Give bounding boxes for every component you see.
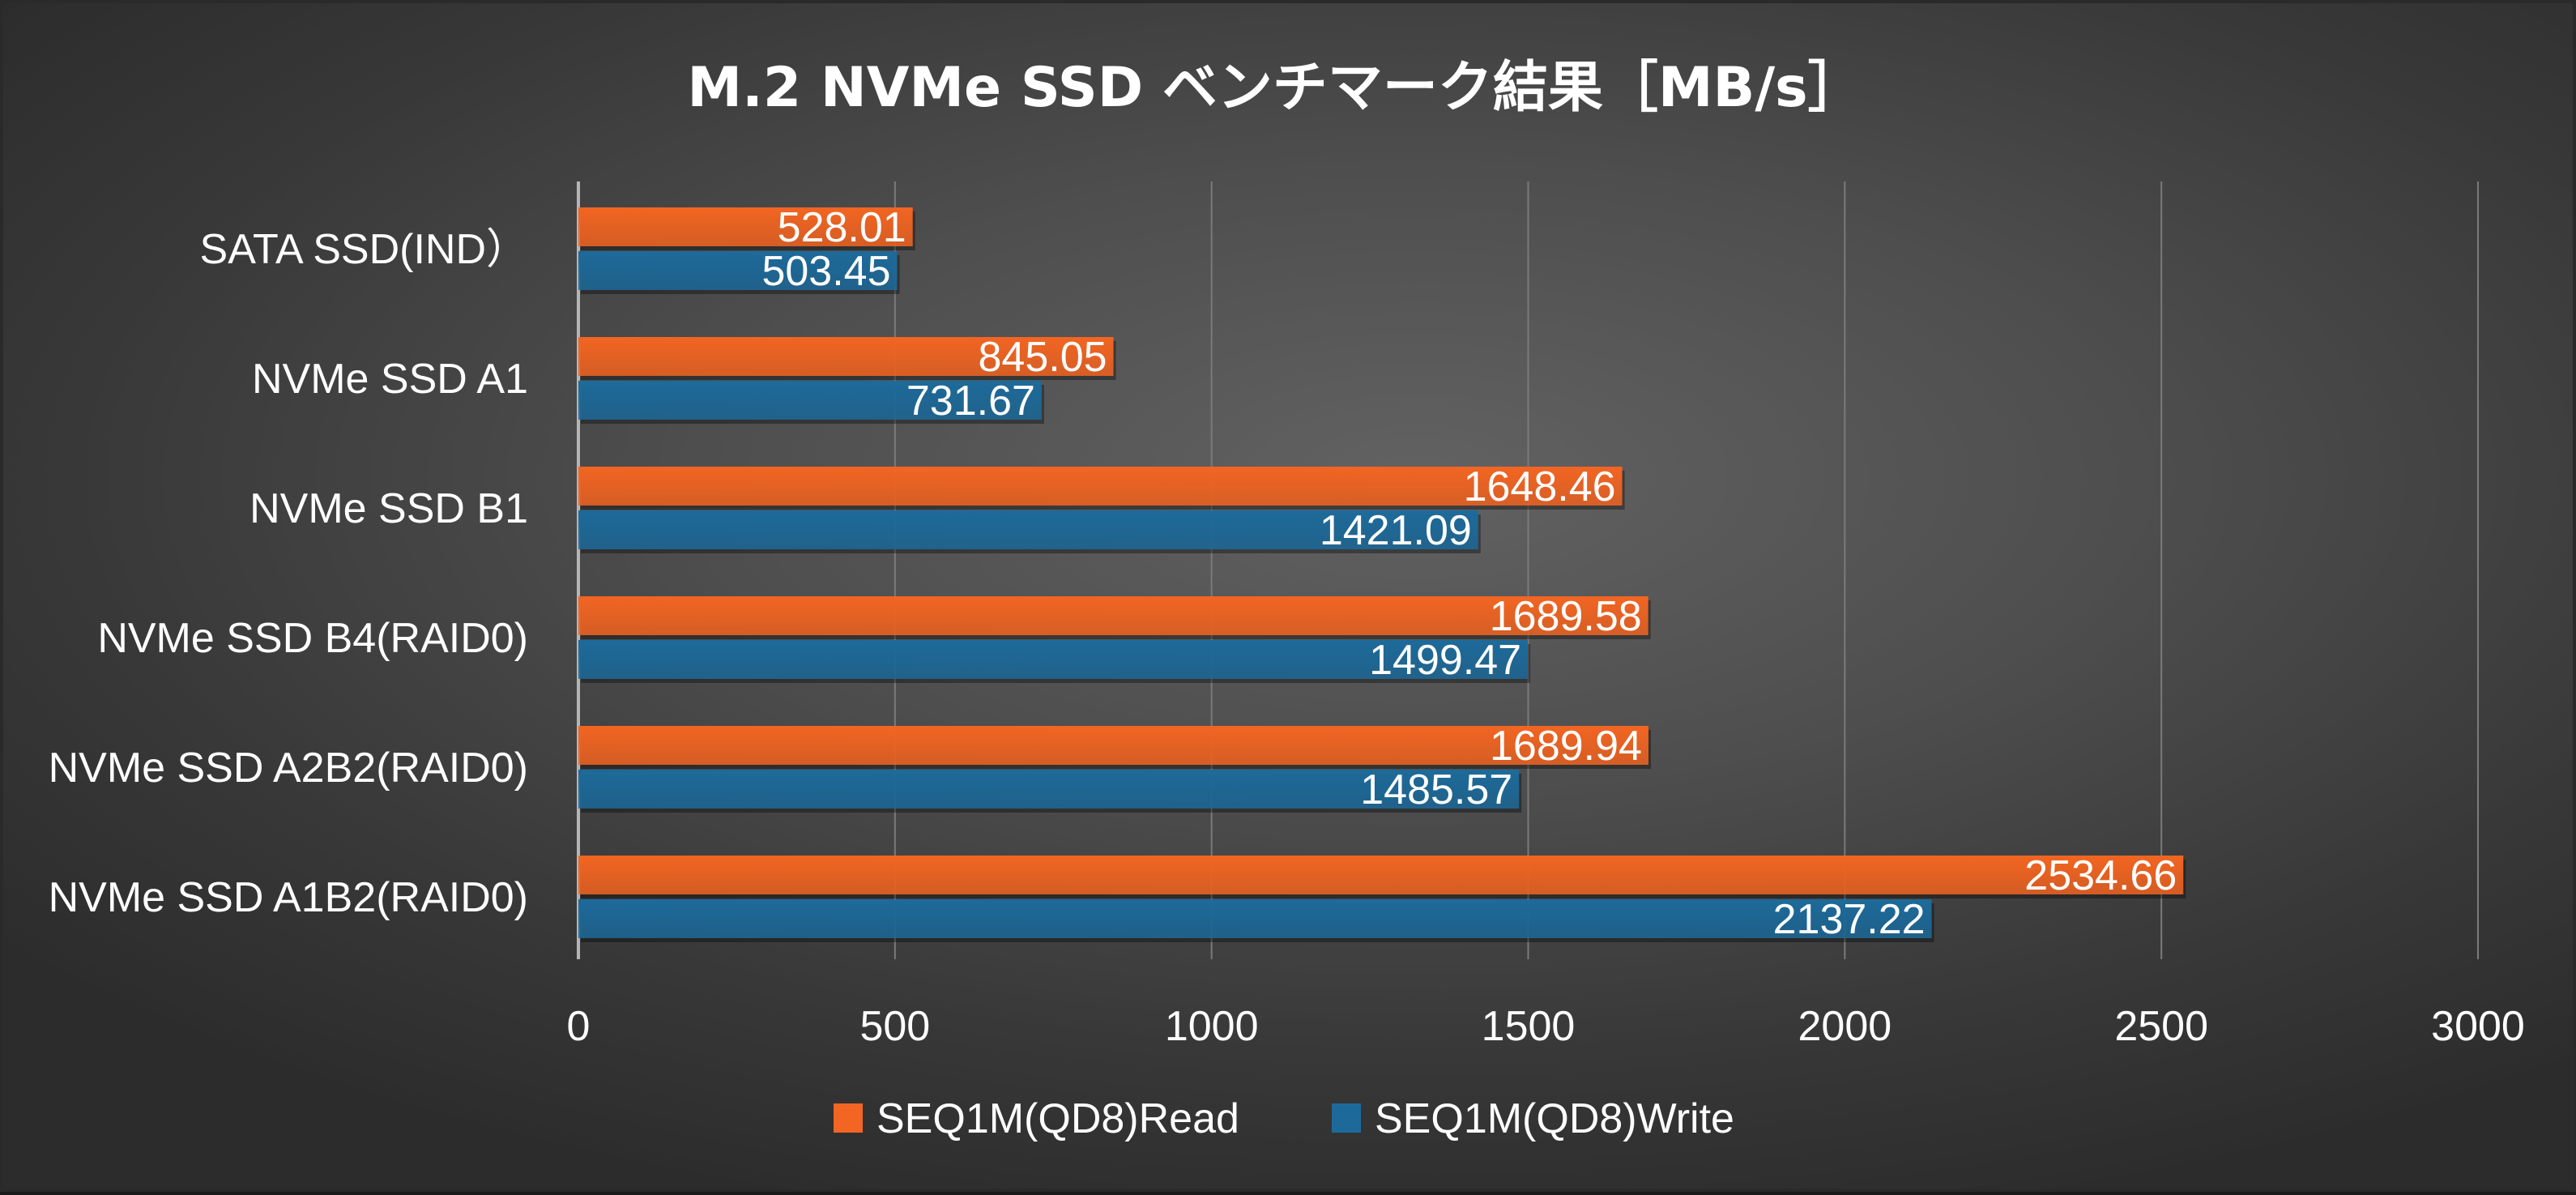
bar-read — [578, 726, 1648, 765]
data-label-write: 731.67 — [906, 378, 1035, 425]
category-labels: SATA SSD(IND） NVMe SSD A1 NVMe SSD B1 NVMe … — [49, 226, 528, 921]
data-label-write: 1485.57 — [1360, 766, 1512, 813]
bar-read — [578, 207, 913, 246]
bar-write — [578, 770, 1520, 809]
tick-labels: 0 500 1000 1500 2000 2500 3000 — [567, 1003, 2525, 1050]
data-label-read: 528.01 — [778, 204, 906, 251]
bar-read — [578, 856, 2184, 894]
category-label: NVMe SSD B4(RAID0) — [97, 615, 528, 662]
category-label: NVMe SSD A2B2(RAID0) — [49, 745, 528, 792]
x-tick-label: 2500 — [2114, 1003, 2208, 1050]
chart-title: M.2 NVMe SSD ベンチマーク結果［MB/s］ — [687, 56, 1862, 120]
data-label-read: 2534.66 — [2024, 852, 2177, 899]
category-label: NVMe SSD A1 — [252, 356, 528, 403]
x-tick-label: 1500 — [1482, 1003, 1576, 1050]
bar-read — [578, 337, 1114, 376]
gridlines — [577, 181, 2479, 959]
data-label-write: 1421.09 — [1320, 507, 1472, 554]
x-tick-label: 1000 — [1165, 1003, 1259, 1050]
bar-write — [578, 899, 1932, 938]
category-label: NVMe SSD A1B2(RAID0) — [49, 874, 528, 921]
legend: SEQ1M(QD8)Read SEQ1M(QD8)Write — [834, 1095, 1734, 1142]
data-label-read: 1689.94 — [1490, 723, 1642, 770]
bar-write — [578, 251, 898, 290]
category-label: NVMe SSD B1 — [249, 485, 528, 532]
bar-write — [578, 640, 1529, 679]
legend-swatch — [1332, 1103, 1361, 1133]
data-label-write: 1499.47 — [1369, 637, 1521, 684]
bar-read — [578, 596, 1648, 635]
data-label-write: 503.45 — [761, 248, 890, 295]
x-tick-label: 0 — [567, 1003, 591, 1050]
legend-label: SEQ1M(QD8)Write — [1375, 1095, 1734, 1142]
data-label-write: 2137.22 — [1773, 896, 1926, 943]
bar-read — [578, 467, 1623, 506]
legend-label: SEQ1M(QD8)Read — [876, 1095, 1239, 1142]
bars — [578, 207, 2186, 942]
data-label-read: 1648.46 — [1464, 463, 1616, 510]
category-label: SATA SSD(IND） — [200, 226, 528, 273]
x-tick-label: 500 — [859, 1003, 930, 1050]
x-tick-label: 3000 — [2431, 1003, 2525, 1050]
data-label-read: 845.05 — [979, 334, 1107, 381]
data-label-read: 1689.58 — [1490, 593, 1642, 640]
chart: M.2 NVMe SSD ベンチマーク結果［MB/s］ 528.01503.45… — [49, 56, 2525, 1142]
x-tick-label: 2000 — [1798, 1003, 1891, 1050]
bar-write — [578, 510, 1478, 549]
bar-write — [578, 381, 1042, 420]
legend-swatch — [834, 1103, 863, 1133]
